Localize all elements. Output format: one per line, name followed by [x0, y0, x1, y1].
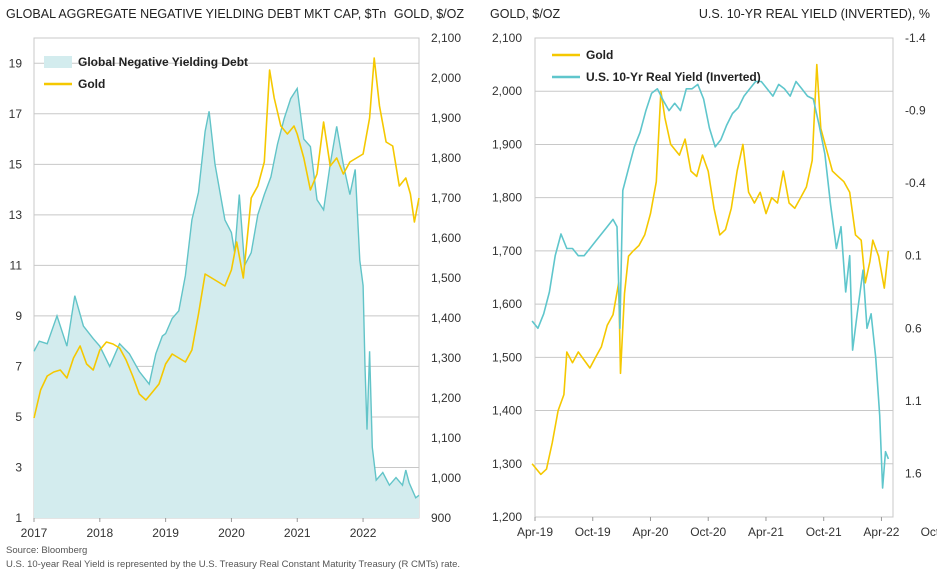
right-axis-tick-label: -0.4	[905, 176, 926, 190]
left-axis-tick-label: 1,600	[492, 297, 522, 311]
left-chart-title: GLOBAL AGGREGATE NEGATIVE YIELDING DEBT …	[6, 7, 386, 21]
left-axis-tick-label: 9	[15, 309, 22, 323]
x-axis-tick-label: Apr-22	[863, 525, 899, 539]
source-note: Source: Bloomberg	[6, 545, 88, 556]
x-axis-tick-label: Oct-20	[690, 525, 726, 539]
plot-area	[534, 37, 894, 518]
x-axis-tick-label: Oct-21	[806, 525, 842, 539]
right-axis-tick-label: 1,000	[431, 471, 461, 485]
x-axis-tick-label: 2019	[152, 526, 179, 540]
right-axis-tick-label: 0.1	[905, 249, 922, 263]
real-yield-chart: GOLD, $/OZ U.S. 10-YR REAL YIELD (INVERT…	[490, 7, 937, 539]
left-axis-tick-label: 2,100	[492, 31, 522, 45]
right-axis-tick-label: 1,800	[431, 151, 461, 165]
global-negative-yielding-debt-line	[33, 86, 420, 499]
left-axis-tick-label: 1,900	[492, 137, 522, 151]
right-axis-tick-label: 1,300	[431, 351, 461, 365]
right-axis-tick-label: 1,400	[431, 311, 461, 325]
left-axis-tick-label: 5	[15, 410, 22, 424]
right-axis-tick-label: 1.1	[905, 394, 922, 408]
left-axis-tick-label: 1,700	[492, 244, 522, 258]
left-axis-tick-label: 1,500	[492, 350, 522, 364]
right-axis-tick-label: 1,100	[431, 431, 461, 445]
left-axis-tick-label: 17	[9, 107, 23, 121]
u-s-10-yr-real-yield-inverted-line	[531, 80, 890, 489]
left-axis-tick-label: 1	[15, 511, 22, 525]
right-axis-tick-label: 1,900	[431, 111, 461, 125]
x-axis-tick-label: Apr-20	[632, 525, 668, 539]
x-axis-tick-label: 2021	[284, 526, 311, 540]
right-axis-tick-label: 1.6	[905, 466, 922, 480]
x-axis-tick-label: 2017	[21, 526, 48, 540]
gold-line	[33, 57, 420, 419]
left-axis-tick-label: 19	[9, 56, 23, 70]
global-negative-yielding-debt-legend-swatch	[44, 56, 72, 68]
left-axis-tick-label: 11	[10, 258, 23, 272]
left-axis-tick-label: 2,000	[492, 84, 522, 98]
left-axis-tick-label: 1,800	[492, 191, 522, 205]
x-axis-tick-label: 2018	[86, 526, 113, 540]
right-chart-left-axis-title: GOLD, $/OZ	[490, 7, 561, 21]
gold-legend-label: Gold	[78, 77, 105, 91]
left-axis-tick-label: 3	[15, 460, 22, 474]
x-axis-tick-label: 2020	[218, 526, 245, 540]
left-axis-tick-label: 1,200	[492, 510, 522, 524]
right-axis-tick-label: 1,700	[431, 191, 461, 205]
right-axis-tick-label: 900	[431, 511, 451, 525]
left-chart-right-axis-title: GOLD, $/OZ	[394, 7, 465, 21]
right-axis-tick-label: 1,200	[431, 391, 461, 405]
right-axis-tick-label: 1,600	[431, 231, 461, 245]
gold-legend-label: Gold	[586, 48, 613, 62]
left-axis-tick-label: 1,400	[492, 404, 522, 418]
x-axis-tick-label: 2022	[350, 526, 377, 540]
negative-yielding-debt-chart: GLOBAL AGGREGATE NEGATIVE YIELDING DEBT …	[6, 7, 464, 540]
x-axis-tick-label: Apr-19	[517, 525, 553, 539]
global-negative-yielding-debt-area	[34, 88, 419, 518]
right-axis-tick-label: 2,100	[431, 31, 461, 45]
u-s-10-yr-real-yield-inverted-legend-label: U.S. 10-Yr Real Yield (Inverted)	[586, 70, 761, 84]
x-axis-tick-label: Oct-19	[575, 525, 611, 539]
gold-line	[531, 63, 890, 476]
left-axis-tick-label: 1,300	[492, 457, 522, 471]
right-axis-tick-label: -1.4	[905, 31, 926, 45]
right-chart-title: U.S. 10-YR REAL YIELD (INVERTED), %	[699, 7, 930, 21]
right-axis-tick-label: 2,000	[431, 71, 461, 85]
global-negative-yielding-debt-legend-label: Global Negative Yielding Debt	[78, 55, 248, 69]
right-axis-tick-label: -0.9	[905, 104, 926, 118]
left-axis-tick-label: 13	[9, 208, 23, 222]
right-axis-tick-label: 0.6	[905, 321, 922, 335]
x-axis-tick-label: Oct-22	[921, 525, 937, 539]
left-axis-tick-label: 15	[9, 157, 23, 171]
right-axis-tick-label: 1,500	[431, 271, 461, 285]
x-axis-tick-label: Apr-21	[748, 525, 784, 539]
methodology-note: U.S. 10-year Real Yield is represented b…	[6, 559, 461, 570]
left-axis-tick-label: 7	[15, 359, 22, 373]
